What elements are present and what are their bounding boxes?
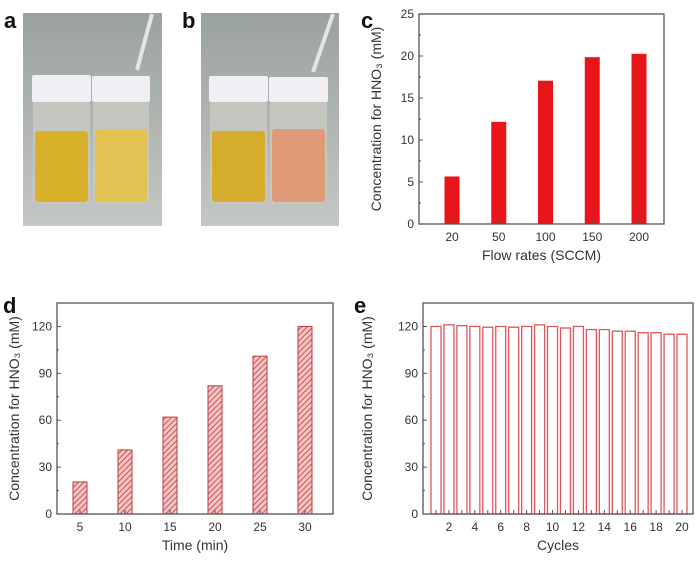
bar [495, 325, 507, 515]
bar [676, 333, 688, 515]
x-tick-label: 15 [163, 520, 177, 534]
y-tick-label: 120 [32, 319, 52, 333]
bar [444, 176, 460, 225]
y-tick-label: 10 [401, 133, 415, 147]
chart-c: 0 5 10 15 20 25 20 50 100 150 200 Flow rates (SCCM)… [368, 7, 665, 263]
y-axis-label: Concentration for HNO₃ (mM) [368, 27, 384, 212]
x-tick-label: 8 [523, 520, 530, 534]
tube [135, 13, 154, 71]
x-tick-label: 10 [118, 520, 132, 534]
y-tick-label: 30 [405, 460, 419, 474]
chart-d: 0 30 60 90 120 5 10 15 20 25 30 Time (min) Concentra… [6, 302, 334, 553]
x-tick-label: 4 [471, 520, 478, 534]
x-tick-label: 20 [445, 230, 459, 244]
x-axis-label: Flow rates (SCCM) [482, 247, 601, 263]
plot-frame [56, 302, 334, 515]
x-tick-label: 20 [675, 520, 689, 534]
vial-left [32, 75, 91, 203]
bar [611, 330, 623, 515]
y-axis-label: Concentration for HNO₃ (mM) [6, 316, 22, 501]
panel-label-e: e [354, 293, 366, 318]
x-tick-label: 30 [298, 520, 312, 534]
plot-frame [422, 302, 694, 515]
bar [559, 327, 572, 515]
x-tick-label: 6 [497, 520, 504, 534]
bar [584, 57, 600, 225]
panel-label-a: a [4, 8, 17, 33]
bar [117, 449, 133, 515]
bar [637, 332, 649, 515]
y-tick-label: 90 [405, 366, 419, 380]
bar [663, 333, 675, 515]
vial-left [209, 76, 268, 203]
y-tick-label: 15 [401, 91, 415, 105]
bar [546, 325, 559, 515]
panel-label-c: c [361, 8, 373, 33]
bar [482, 326, 494, 515]
y-tick-label: 30 [39, 460, 53, 474]
bar [443, 324, 455, 515]
panel-label-d: d [3, 293, 16, 318]
photo-a [23, 13, 162, 226]
vial-right [269, 77, 328, 203]
y-tick-label: 60 [39, 413, 53, 427]
y-tick-label: 0 [45, 507, 52, 521]
bar [508, 326, 520, 515]
bar [650, 332, 662, 515]
chart-e: 0 30 60 90 120 2 4 6 8 10 12 14 16 18 20 Cycles Concentr… [359, 302, 694, 553]
y-axis-label: Concentration for HNO₃ (mM) [359, 316, 375, 501]
x-tick-label: 50 [492, 230, 506, 244]
x-tick-label: 20 [208, 520, 222, 534]
y-tick-label: 20 [401, 49, 415, 63]
y-tick-label: 90 [39, 366, 53, 380]
x-tick-label: 150 [582, 230, 602, 244]
x-tick-label: 10 [546, 520, 560, 534]
panel-label-b: b [182, 8, 195, 33]
bar [572, 325, 585, 515]
x-tick-label: 25 [253, 520, 267, 534]
y-tick-label: 5 [407, 175, 414, 189]
y-tick-label: 25 [401, 7, 415, 21]
x-tick-label: 12 [572, 520, 586, 534]
bar [456, 325, 468, 515]
tube [311, 13, 335, 73]
x-axis-label: Time (min) [162, 537, 228, 553]
x-tick-label: 16 [624, 520, 638, 534]
bar [598, 328, 610, 515]
x-tick-label: 2 [446, 520, 453, 534]
y-tick-label: 0 [411, 507, 418, 521]
bar [491, 121, 507, 225]
bar [585, 328, 598, 515]
x-tick-label: 200 [629, 230, 649, 244]
vial-right [92, 76, 150, 203]
photo-b [201, 13, 339, 226]
bar [533, 324, 546, 515]
bar [72, 481, 88, 515]
y-tick-label: 0 [407, 217, 414, 231]
bar [469, 325, 481, 515]
x-axis-label: Cycles [537, 537, 579, 553]
bar [252, 355, 268, 515]
bar [207, 385, 223, 515]
y-tick-label: 60 [405, 413, 419, 427]
bar [538, 80, 553, 225]
bar [624, 330, 636, 515]
y-tick-label: 120 [398, 319, 418, 333]
x-tick-label: 5 [77, 520, 84, 534]
bar [631, 53, 647, 225]
x-tick-label: 18 [649, 520, 663, 534]
x-tick-label: 100 [535, 230, 555, 244]
x-tick-label: 14 [598, 520, 612, 534]
bar [520, 325, 533, 515]
bar [162, 416, 178, 515]
bar [430, 325, 442, 515]
bar [297, 325, 313, 515]
